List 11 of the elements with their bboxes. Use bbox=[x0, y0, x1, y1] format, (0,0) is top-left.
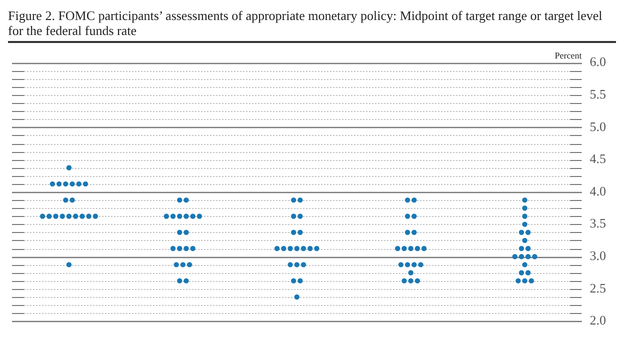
y-tick-label: 5.5 bbox=[590, 86, 606, 102]
y-tick-label: 3.0 bbox=[590, 248, 606, 264]
y-tick-label: 3.5 bbox=[590, 216, 606, 231]
chart-title: Figure 2. FOMC participants’ assessments of appropriate monetary policy: Midpoint of target range or target level for the federal funds rate bbox=[8, 8, 616, 43]
y-tick-label: 2.0 bbox=[590, 312, 606, 328]
y-tick-label: 5.0 bbox=[590, 118, 606, 134]
y-axis-title: Percent bbox=[554, 50, 582, 61]
y-tick-label: 4.0 bbox=[590, 183, 606, 198]
y-tick-label: 4.5 bbox=[590, 151, 606, 166]
y-tick-label: 6.0 bbox=[590, 54, 606, 70]
y-tick-label: 2.5 bbox=[590, 280, 606, 296]
